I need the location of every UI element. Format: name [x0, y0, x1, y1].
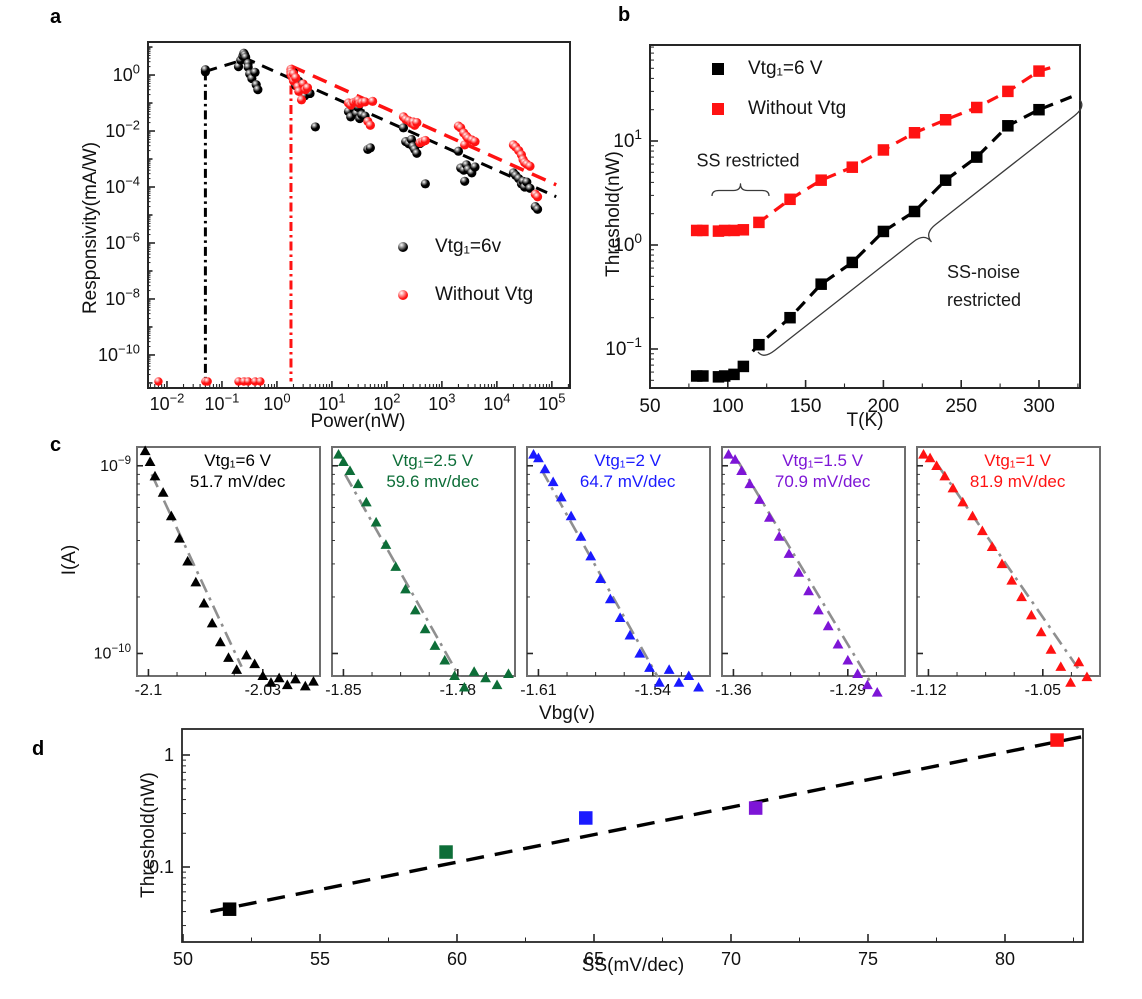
legend-label: Vtg₁=6 V — [748, 58, 823, 79]
panel-a-plot: 10−2 10−1 100 101 102 103 104 105 10−10 10−8 10−6 1… — [98, 41, 571, 414]
panel-label-a: a — [50, 6, 62, 28]
legend-item: Without Vtg — [712, 98, 846, 120]
panel-a-series-0 — [200, 48, 543, 214]
svg-text:-1.54: -1.54 — [635, 682, 672, 699]
panel-b-series-1 — [690, 65, 1045, 237]
svg-text:-1.85: -1.85 — [325, 682, 362, 699]
panel-label-c: c — [50, 434, 62, 456]
panel-c-xlabel: Vbg(v) — [539, 703, 595, 724]
svg-text:-1.29: -1.29 — [830, 682, 867, 699]
black-circle-marker-icon — [398, 242, 408, 252]
panel-c-series-0 — [139, 445, 319, 691]
panel-c-series-1 — [333, 448, 514, 692]
svg-text:105: 105 — [538, 390, 565, 414]
panel-c-series-4 — [918, 448, 1093, 687]
svg-text:55: 55 — [310, 949, 330, 969]
svg-text:-1.36: -1.36 — [715, 682, 752, 699]
c-series-label-0: Vtg₁=6 V 51.7 mV/dec — [189, 451, 286, 491]
svg-text:101: 101 — [613, 127, 642, 152]
panel-a-ylabel: Responsivity(mA/W) — [80, 141, 101, 315]
panel-d-plot: 50 55 60 65 70 75 80 1 0.1 — [149, 728, 1085, 969]
svg-text:10−6: 10−6 — [105, 229, 140, 253]
panel-d-ylabel: Threshold(nW) — [138, 772, 159, 898]
svg-text:101: 101 — [318, 390, 345, 414]
svg-text:75: 75 — [858, 949, 878, 969]
svg-text:100: 100 — [113, 61, 140, 85]
svg-text:-1.12: -1.12 — [910, 682, 947, 699]
red-circle-marker-icon — [398, 290, 408, 300]
svg-text:104: 104 — [483, 390, 510, 414]
c-series-label-3: Vtg₁=1.5 V 70.9 mV/dec — [774, 451, 871, 491]
svg-text:1: 1 — [164, 745, 174, 765]
c-series-label-4: Vtg₁=1 V 81.9 mV/dec — [969, 451, 1066, 491]
legend-label: Vtg₁=6v — [435, 236, 502, 257]
panel-c-series-2 — [528, 448, 704, 692]
ss-noise-annotation: SS-noise restricted — [947, 258, 1021, 314]
svg-text:-1.05: -1.05 — [1025, 682, 1062, 699]
svg-text:-1.61: -1.61 — [520, 682, 557, 699]
panel-label-d: d — [32, 738, 45, 760]
panel-d-xlabel: SS(mV/dec) — [581, 955, 685, 976]
panel-c-ylabel: I(A) — [59, 544, 80, 576]
panel-a-legend: Vtg₁=6v Without Vtg — [398, 236, 533, 306]
legend-label: Without Vtg — [748, 98, 847, 119]
svg-text:200: 200 — [868, 396, 900, 417]
c-series-label-1: Vtg₁=2.5 V 59.6 mv/dec — [386, 451, 479, 491]
svg-text:10−4: 10−4 — [105, 173, 140, 197]
svg-text:60: 60 — [447, 949, 467, 969]
svg-text:0.1: 0.1 — [149, 857, 174, 877]
c-series-label-2: Vtg₁=2 V 64.7 mV/dec — [579, 451, 676, 491]
legend-label: Without Vtg — [435, 284, 534, 305]
panel-b-plot: 50 100 150 200 250 300 10−1 100 101 — [605, 44, 1083, 417]
panel-c-subplot-4: -1.12 -1.05 — [910, 446, 1101, 699]
ss-noise-line2: restricted — [947, 290, 1022, 310]
panel-b-legend: Vtg₁=6 V Without Vtg — [712, 58, 846, 120]
svg-text:80: 80 — [995, 949, 1015, 969]
svg-text:10−10: 10−10 — [98, 341, 140, 365]
panel-label-b: b — [618, 4, 631, 26]
legend-item: Vtg₁=6v — [398, 236, 533, 258]
panel-a-xlabel: Power(nW) — [310, 411, 406, 432]
panel-c-subplot-3: -1.36 -1.29 — [715, 446, 906, 699]
legend-item: Without Vtg — [398, 284, 533, 306]
panel-c-subplot-2: -1.61 -1.54 — [520, 446, 711, 699]
svg-text:150: 150 — [790, 396, 822, 417]
svg-text:250: 250 — [945, 396, 977, 417]
svg-text:50: 50 — [173, 949, 193, 969]
panel-c-series-3 — [723, 448, 883, 697]
svg-text:70: 70 — [721, 949, 741, 969]
svg-text:103: 103 — [428, 390, 455, 414]
legend-item: Vtg₁=6 V — [712, 58, 846, 80]
svg-text:10−8: 10−8 — [105, 285, 140, 309]
ss-noise-line1: SS-noise — [947, 262, 1021, 282]
svg-text:100: 100 — [712, 396, 744, 417]
svg-text:-2.03: -2.03 — [245, 682, 282, 699]
svg-text:102: 102 — [373, 390, 400, 414]
panel-a-series-1 — [154, 64, 543, 386]
panel-b-ylabel: Threshold(nW) — [603, 151, 624, 277]
red-square-marker-icon — [712, 103, 724, 115]
panel-c-subplot-0: -2.1 -2.03 10−9 10−10 — [94, 445, 321, 699]
panel-c-subplot-1: -1.85 -1.78 — [325, 446, 516, 699]
black-square-marker-icon — [712, 63, 724, 75]
svg-text:10−9: 10−9 — [100, 455, 131, 475]
ss-restricted-annotation: SS restricted — [696, 150, 800, 171]
panel-b-series-0 — [690, 103, 1045, 383]
panel-d-points — [222, 733, 1064, 916]
svg-text:100: 100 — [263, 390, 290, 414]
svg-text:10−1: 10−1 — [205, 390, 240, 414]
svg-text:-2.1: -2.1 — [135, 682, 163, 699]
svg-text:50: 50 — [639, 396, 660, 417]
panel-b-xlabel: T(K) — [846, 410, 884, 431]
svg-text:-1.78: -1.78 — [440, 682, 477, 699]
svg-text:10−2: 10−2 — [105, 117, 140, 141]
svg-text:100: 100 — [613, 231, 642, 256]
svg-text:10−2: 10−2 — [150, 390, 185, 414]
svg-text:65: 65 — [584, 949, 604, 969]
svg-text:10−1: 10−1 — [605, 335, 642, 360]
svg-text:10−10: 10−10 — [94, 643, 131, 663]
svg-text:300: 300 — [1023, 396, 1055, 417]
